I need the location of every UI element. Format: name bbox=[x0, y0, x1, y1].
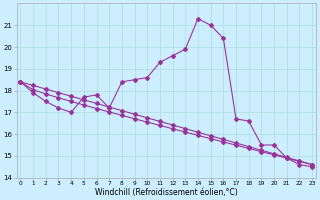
X-axis label: Windchill (Refroidissement éolien,°C): Windchill (Refroidissement éolien,°C) bbox=[95, 188, 238, 197]
